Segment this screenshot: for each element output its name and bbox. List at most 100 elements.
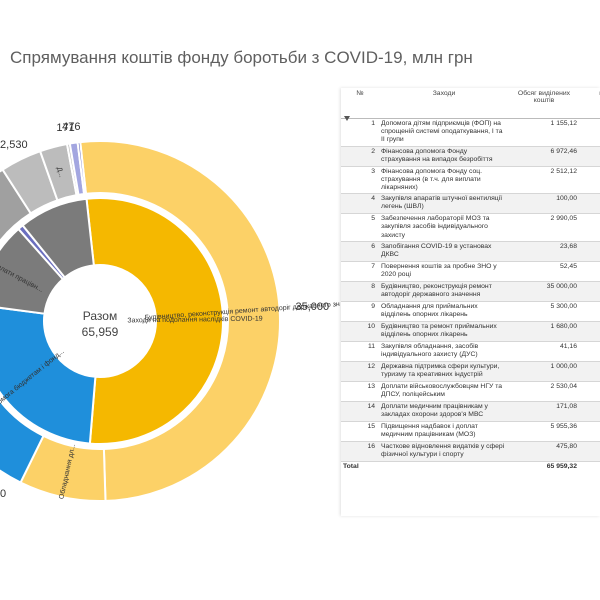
table-row[interactable]: 10 Будівництво та ремонт приймальних відд… [341, 321, 600, 342]
table-row[interactable]: 16 Часткове відновлення видатків у сфері … [341, 441, 600, 462]
total-spacer [379, 460, 509, 476]
table-row[interactable]: 7 Повернення коштів за пробне ЗНО у 2020 … [341, 261, 600, 282]
cell-amount: 171,08 [509, 401, 579, 422]
cell-no: 16 [341, 441, 379, 462]
table-row[interactable]: 9 Обладнання для приймальних відділень оп… [341, 301, 600, 322]
cell-measure: Підвищення надбавок і доплат медичним пр… [379, 421, 509, 442]
table-row[interactable]: 15 Підвищення надбавок і доплат медичним … [341, 421, 600, 442]
cell-extra [579, 381, 600, 402]
cell-no: 3 [341, 166, 379, 195]
header-extra[interactable]: в [579, 88, 600, 119]
cell-extra [579, 361, 600, 382]
outer-segment-3[interactable] [0, 326, 45, 484]
cell-no: 12 [341, 361, 379, 382]
cell-amount: 5 955,36 [509, 421, 579, 442]
cell-no: 5 [341, 213, 379, 242]
cell-amount: 2 990,05 [509, 213, 579, 242]
cell-amount: 100,00 [509, 193, 579, 215]
cell-extra [579, 341, 600, 362]
cell-measure: Будівництво, реконструкція ремонт автодо… [379, 281, 509, 302]
cell-measure: Часткове відновлення видатків у сфері фі… [379, 441, 509, 462]
table-row[interactable]: 3 Фінансова допомога Фонду соц. страхуван… [341, 166, 600, 195]
outer-value-label-8: 171 [56, 122, 74, 134]
table-row[interactable]: 4 Закупівля апаратів штучної вентиляції л… [341, 193, 600, 215]
header-amount[interactable]: Обсяг виділених коштів [509, 88, 579, 119]
table-row[interactable]: 6 Запобігання COVID-19 в установах ДКВС 23… [341, 241, 600, 262]
cell-no: 15 [341, 421, 379, 442]
table-total-row: Total 65 959,32 [341, 460, 600, 476]
table-row[interactable]: 11 Закупівля обладнання, засобів індивіду… [341, 341, 600, 362]
header-measure[interactable]: Заходи [379, 88, 509, 119]
cell-no: 6 [341, 241, 379, 262]
cell-measure: Забезпечення лабораторії МОЗ та закупівл… [379, 213, 509, 242]
outer-value-label-9: 476 [62, 121, 80, 133]
cell-no: 13 [341, 381, 379, 402]
cell-amount: 2 530,04 [509, 381, 579, 402]
data-table-panel[interactable]: № Заходи Обсяг виділених коштів в 1Допом… [341, 88, 600, 516]
cell-amount: 2 512,12 [509, 166, 579, 195]
total-label: Total [341, 460, 379, 476]
outer-value-label-1: 35,000 [296, 301, 330, 313]
data-table: № Заходи Обсяг виділених коштів в 1Допом… [341, 88, 600, 476]
cell-measure: Фінансова допомога Фонду страхування на … [379, 146, 509, 167]
table-row[interactable]: 5 Забезпечення лабораторії МОЗ та закупів… [341, 213, 600, 242]
table-row[interactable]: 14 Доплати медичним працівникам у заклада… [341, 401, 600, 422]
outer-value-label-6: 2,530 [0, 139, 28, 151]
cell-extra [579, 213, 600, 242]
header-no[interactable]: № [341, 88, 379, 119]
cell-measure: Повернення коштів за пробне ЗНО у 2020 р… [379, 261, 509, 282]
table-row[interactable]: 8 Будівництво, реконструкція ремонт автод… [341, 281, 600, 302]
cell-no: 10 [341, 321, 379, 342]
center-value: 65,959 [82, 325, 119, 339]
cell-amount: 475,80 [509, 441, 579, 462]
cell-measure: Будівництво та ремонт приймальних відділ… [379, 321, 509, 342]
cell-measure: Доплати військовослужбовцям НГУ та ДПСУ,… [379, 381, 509, 402]
cell-extra [579, 441, 600, 462]
table-row[interactable]: 12 Державна підтримка сфери культури, тур… [341, 361, 600, 382]
cell-extra [579, 118, 600, 147]
cell-amount: 23,68 [509, 241, 579, 262]
center-label: Разом [83, 309, 117, 323]
cell-no: 11 [341, 341, 379, 362]
cell-extra [579, 193, 600, 215]
cell-extra [579, 261, 600, 282]
center-hole [44, 265, 156, 377]
cell-no: 1 [341, 118, 379, 147]
cell-no: 4 [341, 193, 379, 215]
cell-amount: 41,16 [509, 341, 579, 362]
outer-label-7: Д... [55, 166, 65, 178]
cell-extra [579, 301, 600, 322]
cell-extra [579, 401, 600, 422]
cell-measure: Державна підтримка сфери культури, туриз… [379, 361, 509, 382]
table-row[interactable]: 2 Фінансова допомога Фонду страхування на… [341, 146, 600, 167]
cell-extra [579, 421, 600, 442]
sort-arrow-icon[interactable] [344, 116, 350, 121]
cell-no: 2 [341, 146, 379, 167]
outer-ring [0, 140, 281, 502]
cell-amount: 35 000,00 [509, 281, 579, 302]
cell-measure: Доплати медичним працівникам у закладах … [379, 401, 509, 422]
table-row[interactable]: 1 Допомога дітям підприємців (ФОП) на спр… [341, 118, 600, 147]
cell-no: 8 [341, 281, 379, 302]
outer-segment-10[interactable] [76, 140, 88, 196]
cell-amount: 6 972,46 [509, 146, 579, 167]
table-row[interactable]: 13 Доплати військовослужбовцям НГУ та ДПС… [341, 381, 600, 402]
sunburst-chart: Разом 65,959 Заходи на подолання наслідк… [0, 121, 340, 502]
cell-amount: 5 300,00 [509, 301, 579, 322]
cell-extra [579, 281, 600, 302]
cell-measure: Закупівля апаратів штучної вентиляції ле… [379, 193, 509, 215]
cell-no: 7 [341, 261, 379, 282]
cell-amount: 1 155,12 [509, 118, 579, 147]
inner-label-1: Заходи на подолання наслідків COVID-19 [127, 315, 262, 325]
edge-value-label: 0 [0, 488, 6, 500]
cell-no: 14 [341, 401, 379, 422]
page-title: Спрямування коштів фонду боротьби з COVI… [10, 48, 473, 67]
cell-no: 9 [341, 301, 379, 322]
cell-extra [579, 166, 600, 195]
outer-segment-1[interactable] [79, 140, 281, 502]
inner-ring [0, 197, 224, 445]
table-body: 1 Допомога дітям підприємців (ФОП) на спр… [341, 118, 600, 476]
cell-measure: Допомога дітям підприємців (ФОП) на спро… [379, 118, 509, 147]
table-header-row: № Заходи Обсяг виділених коштів в [341, 88, 600, 119]
cell-measure: Закупівля обладнання, засобів індивідуал… [379, 341, 509, 362]
